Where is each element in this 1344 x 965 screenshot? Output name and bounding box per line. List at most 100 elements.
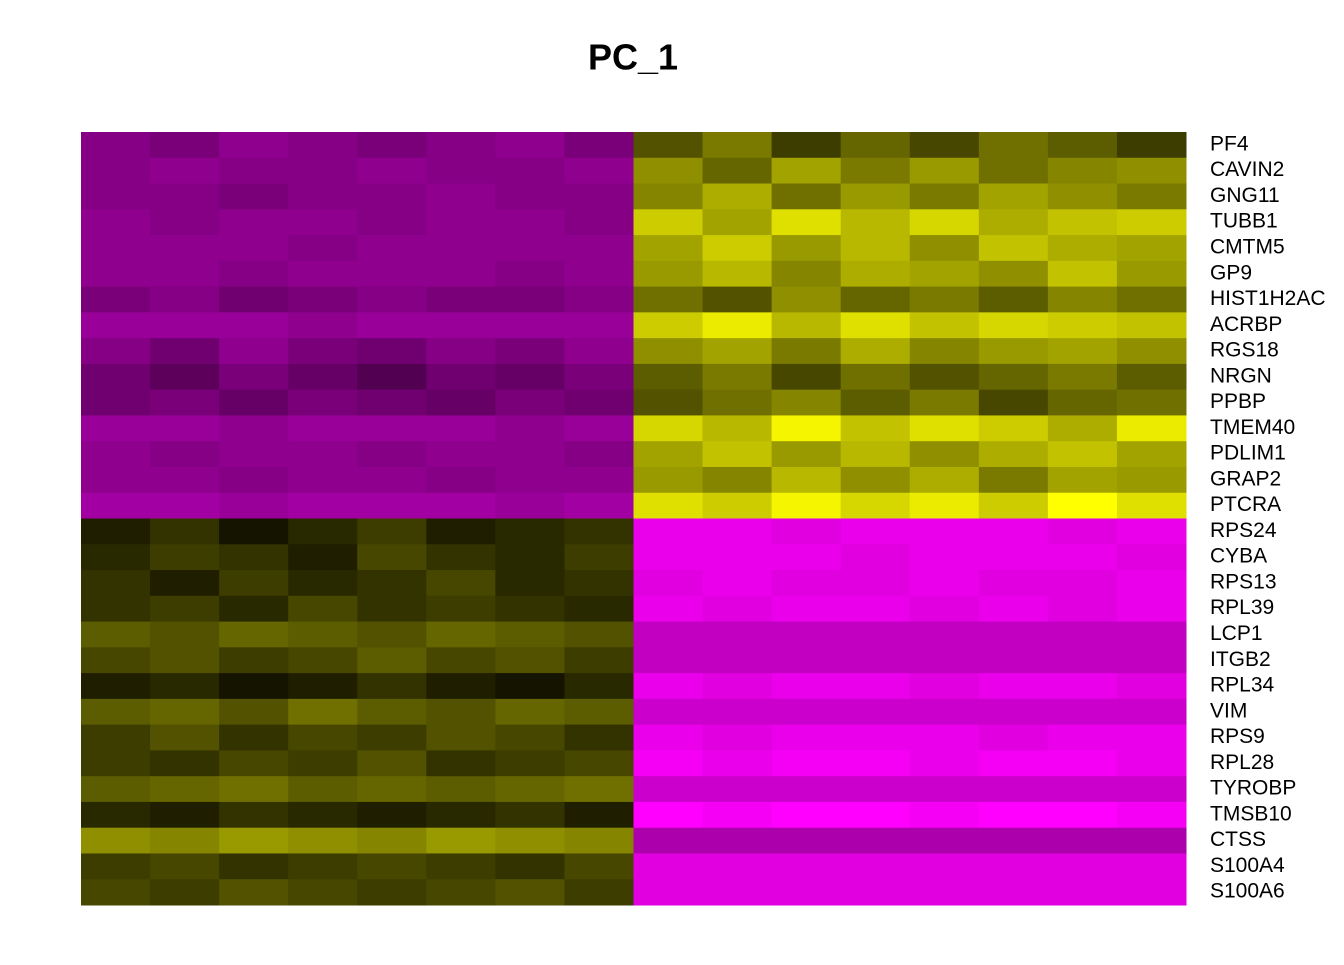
row-label: LCP1 — [1210, 622, 1263, 645]
heatmap-cell — [633, 415, 704, 442]
heatmap-cell — [702, 673, 773, 700]
heatmap-cell — [909, 621, 980, 648]
heatmap-cell — [1116, 750, 1187, 777]
heatmap-cell — [978, 286, 1049, 313]
heatmap-cell — [702, 570, 773, 597]
heatmap-cell — [564, 415, 634, 442]
heatmap-cell — [564, 209, 634, 236]
heatmap-cell — [81, 853, 151, 880]
heatmap-cell — [81, 466, 151, 494]
heatmap-cell — [840, 518, 911, 545]
heatmap-cell — [633, 183, 704, 210]
heatmap-cell — [150, 518, 220, 545]
heatmap-cell — [426, 544, 496, 571]
heatmap-cell — [150, 853, 220, 880]
row-label: GRAP2 — [1210, 467, 1281, 490]
heatmap-cell — [495, 389, 565, 416]
heatmap-cell — [357, 595, 427, 623]
heatmap-cell — [219, 492, 289, 519]
heatmap-cell — [288, 209, 358, 236]
heatmap-cell — [771, 338, 842, 365]
heatmap-cell — [978, 183, 1049, 210]
heatmap-cell — [771, 776, 842, 803]
heatmap-cell — [1116, 724, 1187, 751]
heatmap-cell — [702, 750, 773, 777]
heatmap-cell — [702, 338, 773, 365]
heatmap-cell — [978, 750, 1049, 777]
heatmap-cell — [702, 853, 773, 880]
heatmap-cell — [1047, 673, 1118, 700]
heatmap-cell — [702, 466, 773, 494]
heatmap-cell — [219, 879, 289, 906]
heatmap-cell — [978, 647, 1049, 674]
heatmap-cell — [633, 235, 704, 262]
heatmap-cell — [426, 441, 496, 468]
heatmap-cell — [840, 673, 911, 700]
heatmap-cell — [840, 544, 911, 571]
heatmap-cell — [219, 698, 289, 726]
row-label: RPL34 — [1210, 674, 1275, 697]
heatmap-cell — [81, 312, 151, 339]
heatmap-cell — [633, 389, 704, 416]
heatmap-cell — [840, 209, 911, 236]
heatmap-cell — [288, 673, 358, 700]
row-label: NRGN — [1210, 364, 1272, 387]
heatmap-cell — [288, 415, 358, 442]
heatmap-cell — [219, 673, 289, 700]
heatmap-cell — [840, 157, 911, 185]
heatmap-cell — [426, 518, 496, 545]
heatmap-cell — [150, 801, 220, 829]
heatmap-cell — [1047, 209, 1118, 236]
heatmap-cell — [288, 492, 358, 519]
heatmap-cell — [150, 570, 220, 597]
heatmap-cell — [771, 621, 842, 648]
heatmap-cell — [81, 595, 151, 623]
heatmap-cell — [288, 389, 358, 416]
heatmap-cell — [426, 132, 496, 159]
heatmap-cell — [1116, 312, 1187, 339]
heatmap-cell — [288, 698, 358, 726]
heatmap-cell — [1116, 518, 1187, 545]
heatmap-cell — [1047, 260, 1118, 288]
heatmap-cell — [1116, 879, 1187, 906]
heatmap-cell — [150, 441, 220, 468]
heatmap-cell — [150, 157, 220, 185]
heatmap-cell — [495, 647, 565, 674]
heatmap-cell — [357, 801, 427, 829]
heatmap-cell — [150, 415, 220, 442]
heatmap-cell — [564, 827, 634, 854]
heatmap-cell — [702, 363, 773, 391]
heatmap-cell — [288, 312, 358, 339]
heatmap-cell — [909, 183, 980, 210]
heatmap-cell — [771, 827, 842, 854]
heatmap-cell — [219, 570, 289, 597]
heatmap-cell — [633, 621, 704, 648]
heatmap-cell — [978, 389, 1049, 416]
row-label: CYBA — [1210, 545, 1267, 568]
heatmap-cell — [81, 363, 151, 391]
row-label: TMSB10 — [1210, 802, 1292, 825]
heatmap-cell — [495, 698, 565, 726]
heatmap-cell — [1116, 853, 1187, 880]
chart-title: PC_1 — [588, 37, 678, 78]
heatmap-cell — [288, 235, 358, 262]
heatmap-cell — [219, 415, 289, 442]
heatmap-cell — [357, 827, 427, 854]
heatmap-cell — [357, 698, 427, 726]
heatmap-cell — [495, 724, 565, 751]
heatmap-cell — [495, 492, 565, 519]
heatmap-cell — [426, 235, 496, 262]
heatmap-cell — [288, 466, 358, 494]
heatmap-cell — [81, 415, 151, 442]
heatmap-cell — [1116, 698, 1187, 726]
heatmap-cell — [219, 544, 289, 571]
heatmap-cell — [426, 260, 496, 288]
row-label: S100A6 — [1210, 880, 1285, 903]
row-label: CAVIN2 — [1210, 158, 1284, 181]
heatmap-cell — [357, 750, 427, 777]
heatmap-cell — [771, 544, 842, 571]
heatmap-cell — [81, 673, 151, 700]
heatmap-cell — [909, 209, 980, 236]
heatmap-cell — [1047, 466, 1118, 494]
row-label: PF4 — [1210, 132, 1249, 155]
